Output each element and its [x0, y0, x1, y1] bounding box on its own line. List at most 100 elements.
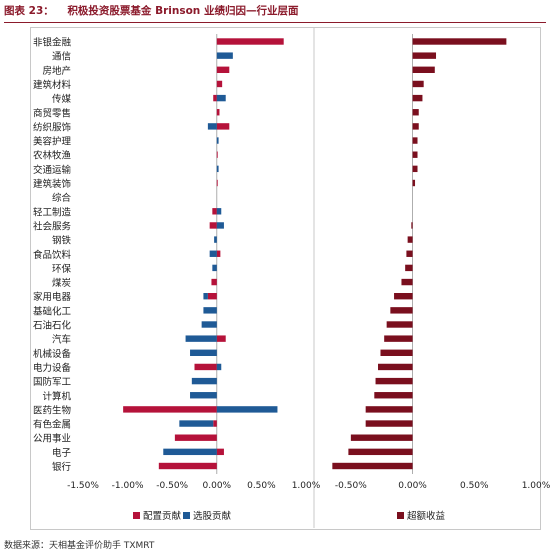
legend-swatch-selection [183, 512, 190, 519]
allocation-bar-21 [216, 335, 226, 342]
selection-bar-25 [190, 392, 217, 399]
allocation-bar-3 [216, 80, 223, 88]
allocation-bar-12 [212, 208, 217, 215]
category-label-18: 家用电器 [33, 291, 72, 303]
legend-label-allocation: 配置贡献 [143, 510, 182, 522]
allocation-bar-8 [216, 151, 218, 158]
legend-swatch-allocation [133, 512, 140, 519]
category-label-6: 纺织服饰 [33, 121, 71, 133]
allocation-bar-26 [123, 406, 217, 413]
excess-bar-19 [390, 307, 413, 314]
allocation-bar-4 [213, 94, 217, 102]
selection-bar-16 [212, 264, 217, 272]
excess-bar-13 [411, 222, 413, 229]
category-label-10: 建筑装饰 [33, 178, 71, 190]
x-tick-left-3: 0.00% [203, 481, 232, 491]
category-label-16: 环保 [52, 263, 72, 275]
excess-bar-0 [412, 38, 507, 45]
excess-bar-10 [412, 179, 416, 187]
excess-bar-6 [412, 123, 419, 130]
allocation-bar-13 [209, 222, 217, 229]
excess-bar-18 [394, 293, 413, 300]
selection-bar-26 [216, 406, 278, 413]
allocation-bar-0 [216, 38, 284, 45]
chart-frame [30, 27, 541, 530]
category-label-23: 电力设备 [33, 362, 72, 374]
selection-bar-14 [214, 236, 217, 243]
category-label-22: 机械设备 [33, 348, 72, 360]
figure-title: 积极投资股票基金 Brinson 业绩归因—行业层面 [67, 5, 299, 17]
excess-bar-16 [405, 264, 413, 272]
x-tick-right-1: 0.00% [398, 481, 427, 491]
source-note: 数据来源：天相基金评价助手 TXMRT [4, 541, 155, 551]
allocation-bar-30 [158, 462, 217, 470]
excess-bar-29 [348, 448, 413, 456]
category-label-28: 公用事业 [33, 433, 71, 445]
selection-bar-22 [190, 349, 217, 356]
excess-bar-27 [365, 420, 413, 427]
category-label-17: 煤炭 [52, 277, 72, 289]
selection-bar-12 [216, 208, 222, 215]
category-label-3: 建筑材料 [33, 79, 72, 91]
category-label-19: 基础化工 [33, 305, 72, 317]
excess-bar-15 [406, 250, 413, 257]
allocation-bar-18 [207, 293, 217, 300]
category-label-26: 医药生物 [33, 404, 72, 416]
x-tick-right-2: 0.50% [460, 481, 489, 491]
category-label-8: 农林牧渔 [33, 150, 72, 162]
category-label-13: 社会服务 [33, 220, 72, 232]
allocation-bar-29 [216, 448, 224, 456]
legend-label-excess: 超额收益 [407, 510, 446, 522]
category-label-4: 传媒 [52, 93, 72, 105]
selection-bar-19 [203, 307, 217, 314]
category-label-0: 非银金融 [33, 37, 72, 49]
category-label-15: 食品饮料 [33, 249, 72, 261]
category-label-27: 有色金属 [33, 419, 71, 431]
allocation-bar-10 [216, 179, 218, 187]
excess-bar-17 [401, 278, 413, 286]
x-tick-left-5: 1.00% [292, 481, 321, 491]
category-label-21: 汽车 [52, 334, 71, 346]
category-label-9: 交通运输 [33, 164, 72, 176]
allocation-bar-27 [213, 420, 217, 427]
excess-bar-24 [375, 377, 413, 385]
selection-bar-13 [216, 222, 224, 229]
excess-bar-28 [350, 434, 413, 441]
selection-bar-24 [191, 377, 217, 385]
category-label-25: 计算机 [42, 390, 71, 402]
excess-bar-21 [384, 335, 413, 342]
excess-bar-4 [412, 94, 423, 102]
x-tick-right-0: -0.50% [335, 481, 367, 491]
selection-bar-18 [203, 293, 208, 300]
category-label-7: 美容护理 [33, 136, 72, 148]
selection-bar-27 [179, 420, 214, 427]
legend-swatch-excess [397, 512, 404, 519]
excess-bar-2 [412, 66, 435, 73]
selection-bar-7 [216, 137, 219, 144]
category-label-29: 电子 [52, 447, 72, 459]
category-label-11: 综合 [52, 192, 72, 204]
excess-bar-25 [374, 392, 413, 399]
excess-bar-9 [412, 165, 418, 173]
allocation-bar-28 [174, 434, 217, 441]
excess-bar-26 [365, 406, 413, 413]
x-tick-left-1: -1.00% [112, 481, 144, 491]
selection-bar-20 [201, 321, 217, 328]
excess-bar-5 [412, 109, 419, 116]
x-tick-left-0: -1.50% [67, 481, 99, 491]
selection-bar-29 [163, 448, 217, 456]
excess-bar-8 [412, 151, 418, 158]
x-tick-right-3: 1.00% [522, 481, 550, 491]
selection-bar-9 [216, 165, 219, 173]
x-tick-left-2: -0.50% [156, 481, 188, 491]
category-label-12: 轻工制造 [33, 206, 72, 218]
category-label-5: 商贸零售 [33, 107, 71, 119]
allocation-bar-23 [194, 363, 217, 371]
selection-bar-1 [216, 52, 233, 59]
selection-bar-15 [209, 250, 217, 257]
excess-bar-3 [412, 80, 424, 88]
figure-label: 图表 23： [4, 5, 54, 17]
allocation-bar-2 [216, 66, 230, 73]
excess-bar-23 [378, 363, 413, 371]
